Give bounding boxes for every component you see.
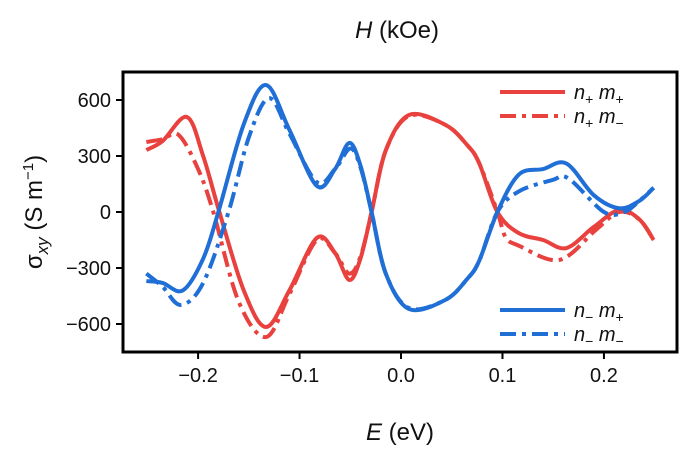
y-tick-label: 0 bbox=[100, 202, 111, 224]
y-tick-label: 300 bbox=[78, 146, 111, 168]
legend-label_m: m bbox=[593, 82, 615, 104]
y-tick-label: −600 bbox=[66, 314, 111, 336]
x-tick-label: 0.2 bbox=[590, 365, 618, 387]
series-line-0 bbox=[145, 111, 656, 329]
x-tick-label: −0.2 bbox=[178, 365, 217, 387]
legend-sub_m: − bbox=[616, 333, 624, 349]
chart-title: H (kOe) bbox=[355, 17, 439, 44]
legend-label: n+ m+ bbox=[574, 82, 624, 107]
legend-label_n: n bbox=[574, 324, 585, 346]
legend-sub_n: + bbox=[585, 91, 593, 107]
plot-frame bbox=[121, 70, 679, 354]
legend-label: n− m− bbox=[574, 324, 624, 349]
legend-label_m: m bbox=[593, 106, 615, 128]
legend-label: n− m+ bbox=[574, 300, 624, 325]
x-axis-label: E (eV) bbox=[366, 419, 434, 446]
legend-sub_n: − bbox=[585, 333, 593, 349]
y-axis-label: σxy (S m−1) bbox=[20, 155, 52, 269]
legend-label_n: n bbox=[574, 82, 585, 104]
x-tick-label: 0.1 bbox=[489, 365, 517, 387]
legend-label_m: m bbox=[593, 324, 615, 346]
y-tick-label: −300 bbox=[66, 258, 111, 280]
legend-sub_n: + bbox=[585, 115, 593, 131]
legend-sub_m: + bbox=[616, 309, 624, 325]
legend-label_m: m bbox=[593, 300, 615, 322]
legend-label_n: n bbox=[574, 106, 585, 128]
legend-label: n+ m− bbox=[574, 106, 624, 131]
legend-sub_m: + bbox=[616, 91, 624, 107]
legend-sub_m: − bbox=[616, 115, 624, 131]
legend-sub_n: − bbox=[585, 309, 593, 325]
x-tick-label: 0.0 bbox=[387, 365, 415, 387]
series-line-3 bbox=[145, 96, 656, 312]
legend-label_n: n bbox=[574, 300, 585, 322]
y-tick-label: 600 bbox=[78, 90, 111, 112]
x-tick-label: −0.1 bbox=[280, 365, 319, 387]
